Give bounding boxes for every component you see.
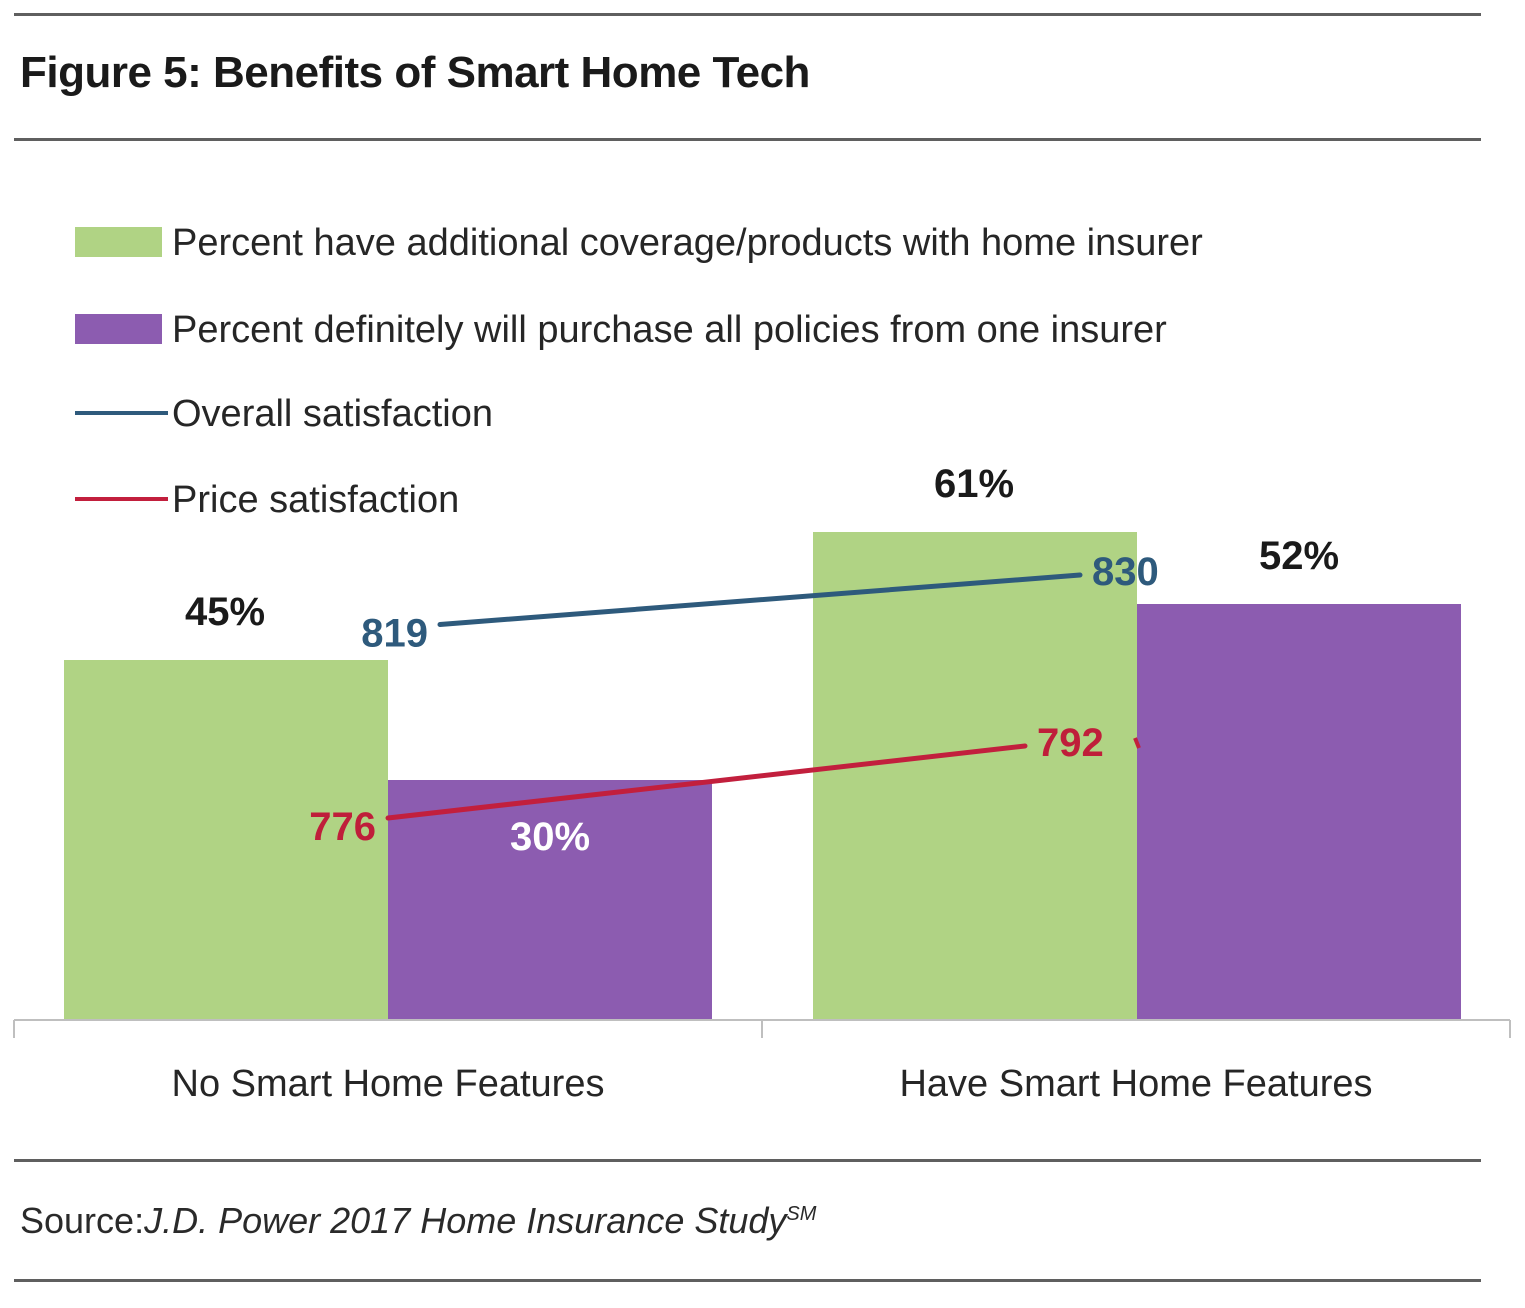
legend-label-1: Percent have additional coverage/product… <box>172 222 1203 264</box>
line-series-2-tail <box>1133 737 1141 749</box>
line-label-s1-p1: 819 <box>361 612 428 656</box>
data-labels: 45% 30% 61% 52% 819 830 776 792 <box>185 462 1339 859</box>
bottom-rule <box>14 1279 1481 1282</box>
legend-label-3: Overall satisfaction <box>172 393 493 435</box>
bar-label-s1-c2: 61% <box>934 462 1014 506</box>
bar-s2-c2 <box>1137 604 1461 1020</box>
bar-label-s1-c1: 45% <box>185 590 265 634</box>
category-label-1: No Smart Home Features <box>172 1063 605 1105</box>
legend: Percent have additional coverage/product… <box>75 222 1203 521</box>
category-label-2: Have Smart Home Features <box>899 1063 1372 1105</box>
line-group <box>385 572 1141 821</box>
top-rule <box>14 13 1481 16</box>
source-rule <box>14 1159 1481 1162</box>
bar-s1-c2 <box>813 532 1137 1020</box>
legend-label-2: Percent definitely will purchase all pol… <box>172 309 1167 351</box>
source-prefix: Source: <box>20 1200 145 1241</box>
x-axis: No Smart Home Features Have Smart Home Fe… <box>13 1019 1511 1105</box>
line-label-s1-p2: 830 <box>1092 550 1159 594</box>
chart-canvas: Percent have additional coverage/product… <box>13 222 1511 1105</box>
line-label-s2-p1: 776 <box>309 805 376 849</box>
bar-s2-c1 <box>388 780 712 1020</box>
bar-label-s2-c1: 30% <box>510 815 590 859</box>
chart-title: Figure 5: Benefits of Smart Home Tech <box>20 48 810 97</box>
line-label-s2-p2: 792 <box>1037 721 1104 765</box>
source-study: J.D. Power 2017 Home Insurance Study <box>144 1200 787 1241</box>
bar-s1-c1 <box>64 660 388 1020</box>
bar-group <box>64 532 1461 1020</box>
line-series-2 <box>385 743 1028 821</box>
line-series-1 <box>437 572 1083 627</box>
bar-label-s2-c2: 52% <box>1259 534 1339 578</box>
title-rule <box>14 138 1481 141</box>
source-note: Source:J.D. Power 2017 Home Insurance St… <box>20 1200 816 1242</box>
legend-label-4: Price satisfaction <box>172 479 459 521</box>
legend-swatch-1 <box>75 227 162 257</box>
service-mark: SM <box>786 1203 817 1225</box>
legend-swatch-2 <box>75 314 162 344</box>
